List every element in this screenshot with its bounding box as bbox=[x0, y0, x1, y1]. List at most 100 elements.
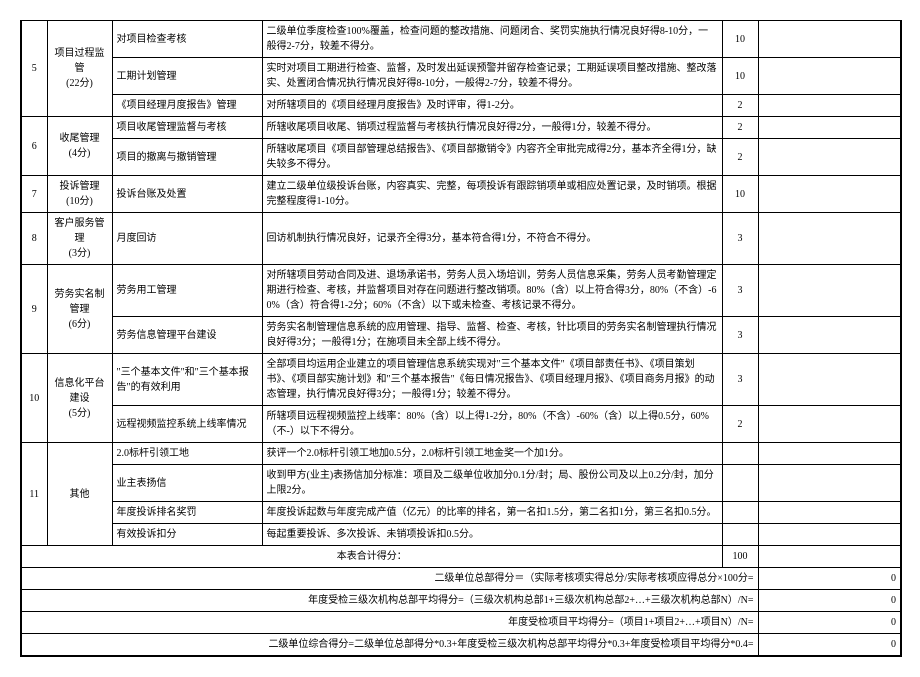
category-cell: 客户服务管理(3分) bbox=[47, 213, 112, 265]
score-cell: 10 bbox=[722, 176, 758, 213]
result-cell bbox=[758, 117, 901, 139]
result-cell bbox=[758, 524, 901, 546]
description-cell: 二级单位季度检查100%覆盖，检查问题的整改措施、问题闭合、奖罚实施执行情况良好… bbox=[262, 21, 722, 58]
result-cell bbox=[758, 139, 901, 176]
score-cell: 2 bbox=[722, 95, 758, 117]
category-cell: 其他 bbox=[47, 443, 112, 546]
description-cell: 获评一个2.0标杆引领工地加0.5分，2.0标杆引领工地金奖一个加1分。 bbox=[262, 443, 722, 465]
category-cell: 信息化平台建设(5分) bbox=[47, 354, 112, 443]
formula-row: 二级单位总部得分＝（实际考核项实得总分/实际考核项应得总分×100分=0 bbox=[21, 568, 901, 590]
result-cell bbox=[758, 95, 901, 117]
formula-row: 年度受检项目平均得分=（项目1+项目2+…+项目N）/N=0 bbox=[21, 612, 901, 634]
description-cell: 全部项目均运用企业建立的项目管理信息系统实现对"三个基本文件"《项目部责任书》、… bbox=[262, 354, 722, 406]
sub-item-cell: 业主表扬信 bbox=[112, 465, 262, 502]
total-row: 本表合计得分：100 bbox=[21, 546, 901, 568]
table-row: 年度投诉排名奖罚年度投诉起数与年度完成产值（亿元）的比率的排名，第一名扣1.5分… bbox=[21, 502, 901, 524]
score-cell: 10 bbox=[722, 58, 758, 95]
row-index: 5 bbox=[21, 21, 47, 117]
result-cell bbox=[758, 213, 901, 265]
total-result bbox=[758, 546, 901, 568]
description-cell: 回访机制执行情况良好，记录齐全得3分，基本符合得1分，不符合不得分。 bbox=[262, 213, 722, 265]
formula-label: 年度受检三级次机构总部平均得分=（三级次机构总部1+三级次机构总部2+…+三级次… bbox=[21, 590, 758, 612]
sub-item-cell: 劳务用工管理 bbox=[112, 265, 262, 317]
sub-item-cell: 年度投诉排名奖罚 bbox=[112, 502, 262, 524]
score-cell bbox=[722, 443, 758, 465]
table-row: 劳务信息管理平台建设劳务实名制管理信息系统的应用管理、指导、监督、检查、考核，针… bbox=[21, 317, 901, 354]
sub-item-cell: 《项目经理月度报告》管理 bbox=[112, 95, 262, 117]
row-index: 7 bbox=[21, 176, 47, 213]
score-cell bbox=[722, 502, 758, 524]
result-cell bbox=[758, 465, 901, 502]
score-cell: 2 bbox=[722, 406, 758, 443]
formula-result: 0 bbox=[758, 634, 901, 657]
result-cell bbox=[758, 317, 901, 354]
sub-item-cell: 远程视频监控系统上线率情况 bbox=[112, 406, 262, 443]
formula-result: 0 bbox=[758, 612, 901, 634]
category-cell: 投诉管理(10分) bbox=[47, 176, 112, 213]
category-cell: 项目过程监管(22分) bbox=[47, 21, 112, 117]
sub-item-cell: "三个基本文件"和"三个基本报告"的有效利用 bbox=[112, 354, 262, 406]
description-cell: 对所辖项目劳动合同及进、退场承诺书，劳务人员入场培训，劳务人员信息采集，劳务人员… bbox=[262, 265, 722, 317]
score-cell: 3 bbox=[722, 213, 758, 265]
formula-row: 二级单位综合得分=二级单位总部得分*0.3+年度受检三级次机构总部平均得分*0.… bbox=[21, 634, 901, 657]
category-cell: 收尾管理(4分) bbox=[47, 117, 112, 176]
sub-item-cell: 有效投诉扣分 bbox=[112, 524, 262, 546]
score-cell: 3 bbox=[722, 265, 758, 317]
table-row: 8客户服务管理(3分)月度回访回访机制执行情况良好，记录齐全得3分，基本符合得1… bbox=[21, 213, 901, 265]
score-cell: 2 bbox=[722, 117, 758, 139]
result-cell bbox=[758, 354, 901, 406]
description-cell: 每起重要投诉、多次投诉、未销项投诉扣0.5分。 bbox=[262, 524, 722, 546]
description-cell: 建立二级单位级投诉台账，内容真实、完整，每项投诉有跟踪销项单或相应处置记录，及时… bbox=[262, 176, 722, 213]
row-index: 9 bbox=[21, 265, 47, 354]
table-row: 项目的撤离与撤销管理所辖收尾项目《项目部管理总结报告》、《项目部撤销令》内容齐全… bbox=[21, 139, 901, 176]
formula-label: 二级单位总部得分＝（实际考核项实得总分/实际考核项应得总分×100分= bbox=[21, 568, 758, 590]
score-cell bbox=[722, 524, 758, 546]
score-cell: 3 bbox=[722, 354, 758, 406]
category-cell: 劳务实名制管理(6分) bbox=[47, 265, 112, 354]
sub-item-cell: 2.0标杆引领工地 bbox=[112, 443, 262, 465]
sub-item-cell: 项目收尾管理监督与考核 bbox=[112, 117, 262, 139]
table-row: 有效投诉扣分每起重要投诉、多次投诉、未销项投诉扣0.5分。 bbox=[21, 524, 901, 546]
score-cell bbox=[722, 465, 758, 502]
result-cell bbox=[758, 21, 901, 58]
description-cell: 劳务实名制管理信息系统的应用管理、指导、监督、检查、考核，针比项目的劳务实名制管… bbox=[262, 317, 722, 354]
score-cell: 10 bbox=[722, 21, 758, 58]
formula-result: 0 bbox=[758, 590, 901, 612]
total-label: 本表合计得分： bbox=[21, 546, 722, 568]
description-cell: 年度投诉起数与年度完成产值（亿元）的比率的排名，第一名扣1.5分，第二名扣1分，… bbox=[262, 502, 722, 524]
table-row: 工期计划管理实时对项目工期进行检查、监督，及时发出延误预警并留存检查记录；工期延… bbox=[21, 58, 901, 95]
sub-item-cell: 月度回访 bbox=[112, 213, 262, 265]
total-score: 100 bbox=[722, 546, 758, 568]
table-row: 7投诉管理(10分)投诉台账及处置建立二级单位级投诉台账，内容真实、完整，每项投… bbox=[21, 176, 901, 213]
assessment-table: 5项目过程监管(22分)对项目检查考核二级单位季度检查100%覆盖，检查问题的整… bbox=[20, 20, 902, 657]
formula-label: 年度受检项目平均得分=（项目1+项目2+…+项目N）/N= bbox=[21, 612, 758, 634]
description-cell: 所辖收尾项目收尾、销项过程监督与考核执行情况良好得2分，一般得1分，较差不得分。 bbox=[262, 117, 722, 139]
table-row: 11其他2.0标杆引领工地获评一个2.0标杆引领工地加0.5分，2.0标杆引领工… bbox=[21, 443, 901, 465]
result-cell bbox=[758, 265, 901, 317]
result-cell bbox=[758, 443, 901, 465]
table-row: 远程视频监控系统上线率情况所辖项目远程视频监控上线率：80%（含）以上得1-2分… bbox=[21, 406, 901, 443]
sub-item-cell: 工期计划管理 bbox=[112, 58, 262, 95]
table-row: 5项目过程监管(22分)对项目检查考核二级单位季度检查100%覆盖，检查问题的整… bbox=[21, 21, 901, 58]
result-cell bbox=[758, 502, 901, 524]
table-row: 6收尾管理(4分)项目收尾管理监督与考核所辖收尾项目收尾、销项过程监督与考核执行… bbox=[21, 117, 901, 139]
formula-result: 0 bbox=[758, 568, 901, 590]
sub-item-cell: 项目的撤离与撤销管理 bbox=[112, 139, 262, 176]
result-cell bbox=[758, 406, 901, 443]
result-cell bbox=[758, 176, 901, 213]
description-cell: 对所辖项目的《项目经理月度报告》及时评审，得1-2分。 bbox=[262, 95, 722, 117]
description-cell: 收到甲方(业主)表扬信加分标准：项目及二级单位收加分0.1分/封；局、股份公司及… bbox=[262, 465, 722, 502]
description-cell: 实时对项目工期进行检查、监督，及时发出延误预警并留存检查记录；工期延误项目整改措… bbox=[262, 58, 722, 95]
row-index: 11 bbox=[21, 443, 47, 546]
sub-item-cell: 劳务信息管理平台建设 bbox=[112, 317, 262, 354]
row-index: 10 bbox=[21, 354, 47, 443]
formula-label: 二级单位综合得分=二级单位总部得分*0.3+年度受检三级次机构总部平均得分*0.… bbox=[21, 634, 758, 657]
table-row: 业主表扬信收到甲方(业主)表扬信加分标准：项目及二级单位收加分0.1分/封；局、… bbox=[21, 465, 901, 502]
formula-row: 年度受检三级次机构总部平均得分=（三级次机构总部1+三级次机构总部2+…+三级次… bbox=[21, 590, 901, 612]
row-index: 6 bbox=[21, 117, 47, 176]
result-cell bbox=[758, 58, 901, 95]
score-cell: 3 bbox=[722, 317, 758, 354]
table-row: 10信息化平台建设(5分)"三个基本文件"和"三个基本报告"的有效利用全部项目均… bbox=[21, 354, 901, 406]
description-cell: 所辖收尾项目《项目部管理总结报告》、《项目部撤销令》内容齐全审批完成得2分，基本… bbox=[262, 139, 722, 176]
sub-item-cell: 对项目检查考核 bbox=[112, 21, 262, 58]
